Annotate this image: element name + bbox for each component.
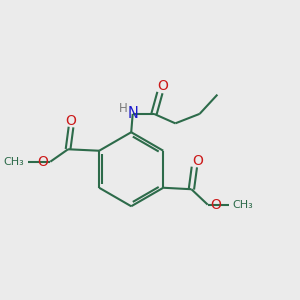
Text: O: O (210, 198, 221, 212)
Text: H: H (119, 102, 128, 115)
Text: N: N (128, 106, 139, 121)
Text: O: O (66, 113, 76, 128)
Text: O: O (37, 155, 48, 169)
Text: CH₃: CH₃ (232, 200, 253, 210)
Text: CH₃: CH₃ (4, 157, 25, 167)
Text: O: O (158, 79, 168, 93)
Text: O: O (193, 154, 203, 167)
